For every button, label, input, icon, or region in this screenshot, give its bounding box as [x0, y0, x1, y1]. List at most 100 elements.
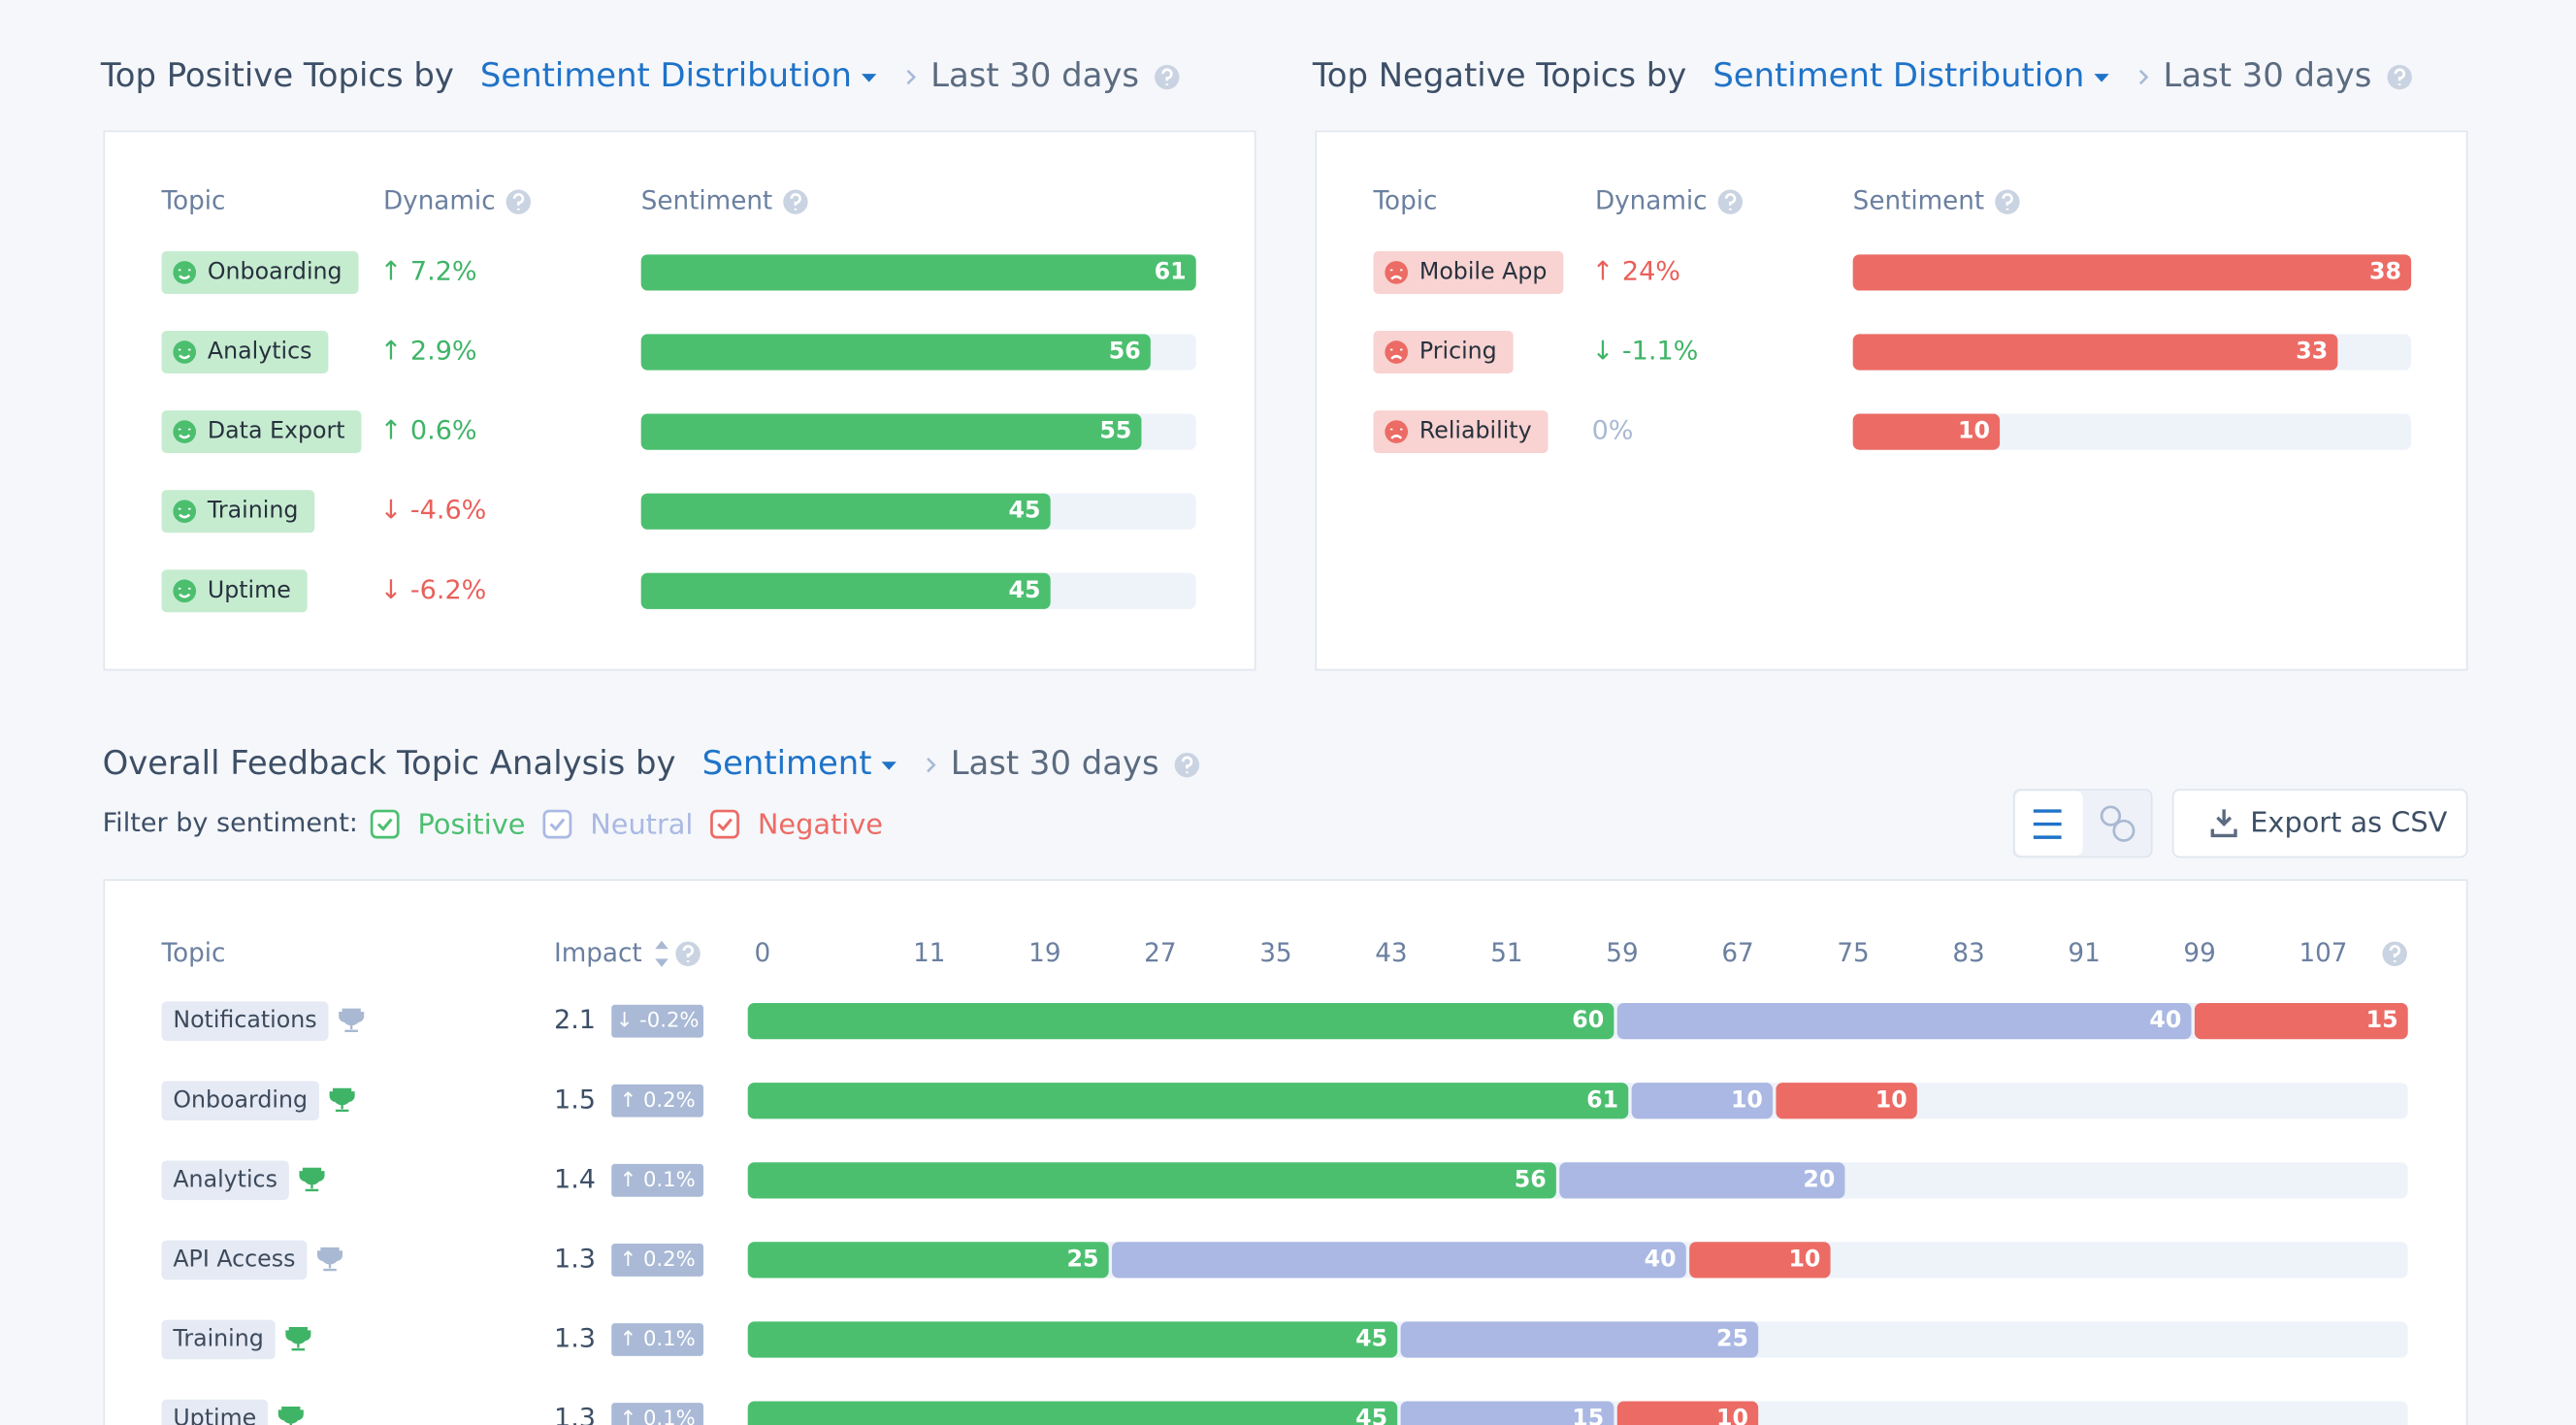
- x-tick-label: 43: [1375, 939, 1407, 968]
- sentiment-face: [1385, 340, 1409, 364]
- impact: 1.4: [554, 1164, 596, 1194]
- topic-label: Onboarding: [173, 1085, 308, 1113]
- bar-segment: [747, 1401, 1398, 1425]
- bar-label: 10: [1875, 1085, 1908, 1113]
- column-header: Dynamic: [383, 187, 496, 216]
- filter-checkbox[interactable]: Positive: [370, 807, 525, 840]
- topic-label: Data Export: [208, 417, 345, 444]
- period: Last 30 days: [2164, 56, 2372, 94]
- view-toggle[interactable]: [2012, 789, 2153, 858]
- export-button[interactable]: Export as CSV: [2171, 789, 2468, 858]
- topic-pill: [161, 569, 308, 613]
- filter-checkbox[interactable]: Neutral: [542, 807, 694, 840]
- help-mark: [1161, 68, 1173, 86]
- bar-segment: [1689, 1242, 1831, 1279]
- x-tick-label: 51: [1490, 939, 1522, 968]
- bar-label: 20: [1803, 1165, 1835, 1192]
- legend-label: Negative: [758, 807, 883, 840]
- bar-segment: [1112, 1242, 1686, 1279]
- bar-label: 15: [2366, 1006, 2398, 1033]
- filter-checkbox[interactable]: Negative: [710, 807, 883, 840]
- impact: 1.3: [554, 1323, 596, 1353]
- topic-label: Training: [172, 1324, 263, 1351]
- bar-label: 45: [1009, 576, 1041, 603]
- topic-pill: [161, 1160, 289, 1201]
- filter-label: Filter by sentiment:: [103, 808, 358, 838]
- help-mark: [790, 193, 801, 211]
- dynamic: ↓ -6.2%: [380, 575, 487, 605]
- check-mark: [376, 818, 393, 831]
- bar-label: 40: [1645, 1245, 1677, 1272]
- sort-icon: [655, 940, 668, 967]
- change-badge: [611, 1004, 704, 1038]
- impact: 1.5: [554, 1085, 596, 1115]
- change-label: ↑ 0.2%: [620, 1247, 696, 1271]
- face-features: [1389, 428, 1403, 439]
- bar: [640, 413, 1142, 450]
- change-badge: [611, 1403, 704, 1425]
- section-title: Top Negative Topics by: [1312, 56, 1686, 94]
- check-mark: [549, 818, 566, 831]
- metric-dropdown[interactable]: Sentiment Distribution: [480, 56, 852, 94]
- section-title: Overall Feedback Topic Analysis by: [103, 744, 676, 782]
- checkbox: [710, 809, 739, 839]
- bar-segment: [1631, 1083, 1774, 1119]
- topic-label: Analytics: [208, 338, 312, 365]
- column-header: Topic: [1373, 187, 1438, 216]
- bar-segment: [747, 1003, 1614, 1040]
- column-header[interactable]: Impact: [554, 939, 642, 968]
- help-mark: [2389, 945, 2401, 962]
- topic-pill: [161, 1319, 276, 1360]
- caret: [881, 761, 897, 770]
- bar-segment: [747, 1242, 1109, 1279]
- topic-pill: [161, 490, 315, 534]
- bar: [1852, 254, 2412, 291]
- sentiment-face: [173, 579, 197, 603]
- breadcrumb-chevron: [2138, 69, 2149, 85]
- topic-label: Uptime: [208, 576, 291, 603]
- metric-dropdown[interactable]: Sentiment Distribution: [1712, 56, 2084, 94]
- change-badge: [611, 1084, 704, 1117]
- bar-label: 15: [1572, 1405, 1604, 1425]
- x-tick-label: 11: [913, 939, 945, 968]
- sentiment-face: [173, 420, 197, 443]
- change-label: ↑ 0.1%: [620, 1406, 696, 1425]
- topic-label: Pricing: [1419, 338, 1497, 365]
- bar: [1852, 334, 2338, 371]
- help-mark: [1181, 756, 1193, 774]
- caret: [862, 74, 877, 82]
- column-header: Topic: [161, 187, 226, 216]
- bar: [640, 334, 1151, 371]
- checkbox: [542, 809, 572, 839]
- help-mark: [2002, 193, 2013, 211]
- bar-label: 56: [1109, 338, 1141, 365]
- dynamic: 0%: [1592, 416, 1634, 446]
- x-tick-label: 19: [1028, 939, 1060, 968]
- sentiment-face: [173, 340, 197, 364]
- bar-label: 38: [2369, 257, 2401, 284]
- x-tick-label: 0: [754, 939, 770, 968]
- period: Last 30 days: [951, 744, 1159, 782]
- face-features: [1389, 269, 1403, 280]
- change-label: ↑ 0.2%: [620, 1087, 696, 1112]
- bar-label: 10: [1958, 417, 1990, 444]
- bar-label: 55: [1099, 417, 1131, 444]
- face-features: [1389, 348, 1403, 360]
- topic-pill: [161, 1240, 308, 1280]
- bar-segment: [747, 1321, 1398, 1358]
- bar: [640, 254, 1196, 291]
- topic-pill: [161, 410, 362, 454]
- bar-segment: [1616, 1401, 1759, 1425]
- bar-label: 33: [2296, 338, 2328, 365]
- topic-label: Mobile App: [1419, 257, 1548, 284]
- bar-label: 25: [1716, 1324, 1748, 1351]
- face-features: [178, 348, 191, 360]
- bar-segment: [1616, 1003, 2192, 1040]
- panel: [1315, 130, 2468, 671]
- column-header: Topic: [161, 939, 226, 968]
- x-tick-label: 27: [1144, 939, 1176, 968]
- impact: 2.1: [554, 1005, 596, 1035]
- sentiment-face: [1385, 261, 1409, 284]
- metric-dropdown[interactable]: Sentiment: [702, 744, 872, 782]
